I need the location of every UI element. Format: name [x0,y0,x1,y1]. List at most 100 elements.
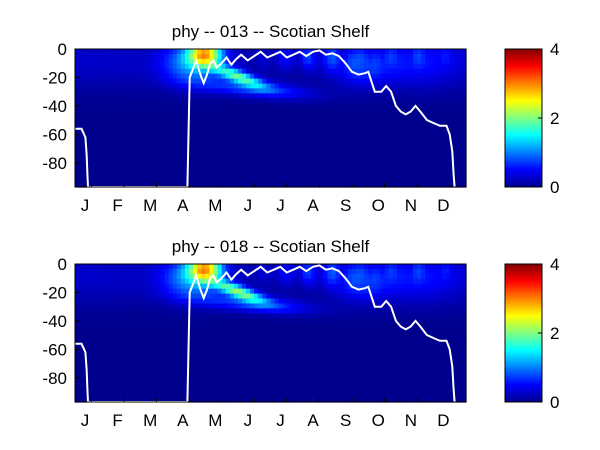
colorbar [504,48,543,188]
heatmap-cell [343,372,349,378]
heatmap-cell [156,352,162,359]
heatmap-cell [266,392,272,398]
heatmap-cell [429,63,435,70]
heatmap-cell [168,73,174,80]
heatmap-cell [368,172,373,178]
heatmap-cell [331,278,337,285]
heatmap-cell [315,103,320,109]
heatmap-cell [217,397,223,403]
heatmap-cell [278,303,284,309]
heatmap-cell [356,288,361,295]
heatmap-cell [205,98,210,104]
heatmap-cell [233,298,239,305]
heatmap-cell [392,172,398,178]
heatmap-cell [453,103,459,109]
heatmap-cell [319,113,325,119]
heatmap-cell [148,268,153,275]
heatmap-cell [213,122,219,129]
heatmap-cell [311,137,316,144]
heatmap-cell [311,397,316,403]
heatmap-cell [127,318,133,324]
heatmap-cell [388,73,394,80]
heatmap-cell [303,122,308,129]
heatmap-cell [311,377,316,383]
heatmap-cell [392,293,398,300]
heatmap-cell [83,172,88,178]
heatmap-cell [372,377,377,383]
heatmap-cell [413,108,418,114]
heatmap-cell [351,98,357,104]
heatmap-cell [384,273,390,280]
heatmap-cell [258,268,263,275]
heatmap-cell [180,182,186,188]
heatmap-cell [172,93,178,99]
heatmap-cell [246,273,251,280]
heatmap-cell [282,49,288,55]
heatmap-cell [364,362,369,369]
heatmap-cell [311,157,316,163]
heatmap-cell [140,83,145,90]
heatmap-cell [339,182,345,188]
heatmap-cell [217,303,223,309]
heatmap-cell [221,118,227,124]
heatmap-cell [123,49,129,55]
heatmap-cell [91,88,96,94]
heatmap-cell [331,268,337,275]
heatmap-cell [184,333,190,339]
heatmap-cell [136,147,141,154]
heatmap-cell [388,367,394,374]
heatmap-cell [327,382,333,388]
heatmap-cell [392,118,398,124]
heatmap-cell [103,347,109,354]
heatmap-cell [311,142,316,149]
heatmap-cell [266,288,272,295]
heatmap-cell [417,147,422,154]
heatmap-cell [347,78,353,85]
heatmap-cell [343,118,349,124]
heatmap-cell [315,288,320,295]
heatmap-cell [140,73,145,80]
heatmap-cell [331,177,337,183]
heatmap-cell [111,177,117,183]
heatmap-cell [364,333,369,339]
heatmap-cell [127,352,133,359]
heatmap-cell [274,387,280,393]
heatmap-cell [364,103,369,109]
heatmap-cell [457,162,463,168]
heatmap-cell [193,142,198,149]
heatmap-cell [225,78,231,85]
heatmap-cell [400,167,406,173]
heatmap-cell [303,152,308,159]
heatmap-cell [79,93,84,99]
heatmap-cell [388,362,394,369]
heatmap-cell [372,78,377,85]
heatmap-cell [241,177,247,183]
heatmap-cell [99,293,105,300]
heatmap-cell [364,113,369,119]
heatmap-cell [262,347,268,354]
heatmap-cell [172,157,178,163]
heatmap-cell [119,367,125,374]
heatmap-cell [384,49,390,55]
heatmap-cell [172,172,178,178]
heatmap-cell [461,147,467,154]
heatmap-cell [160,127,166,134]
heatmap-cell [347,264,353,270]
heatmap-cell [237,177,243,183]
heatmap-cell [99,142,105,149]
heatmap-cell [457,83,463,90]
heatmap-cell [184,308,190,314]
heatmap-cell [152,347,158,354]
heatmap-cell [217,387,223,393]
heatmap-cell [132,352,137,359]
heatmap-cell [136,273,141,280]
heatmap-cell [307,122,312,129]
heatmap-cell [282,167,288,173]
heatmap-cell [176,73,182,80]
heatmap-cell [376,98,382,104]
heatmap-cell [172,68,178,75]
y-tick-label: -80 [42,154,67,173]
heatmap-cell [262,313,268,319]
heatmap-cell [233,392,239,398]
heatmap-cell [290,382,296,388]
